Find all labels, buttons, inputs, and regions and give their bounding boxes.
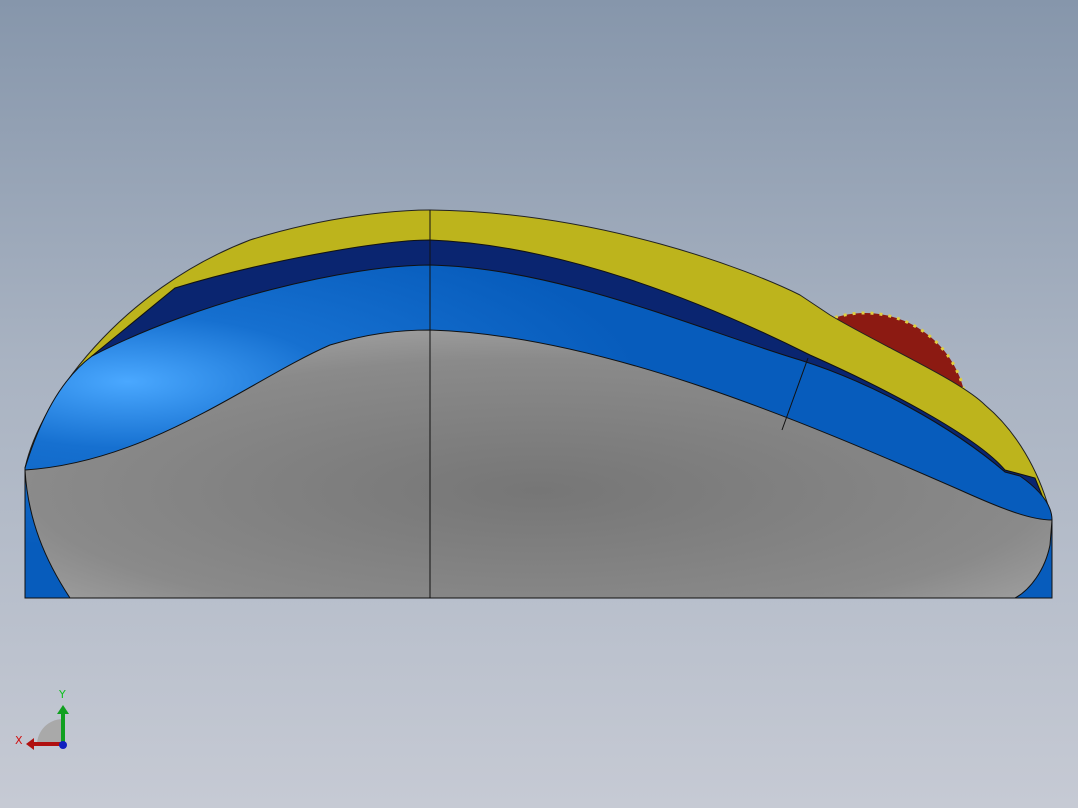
split-line-front: [781, 357, 809, 431]
base-gray: [24, 329, 1053, 599]
z-axis-dot: [59, 741, 67, 749]
y-axis-label: Y: [58, 688, 66, 701]
axis-triad: Y X: [15, 688, 69, 750]
x-arrow-head: [26, 738, 34, 750]
triad-quadrant: [37, 719, 63, 745]
x-axis-label: X: [15, 734, 23, 747]
y-arrow-head: [57, 705, 69, 714]
